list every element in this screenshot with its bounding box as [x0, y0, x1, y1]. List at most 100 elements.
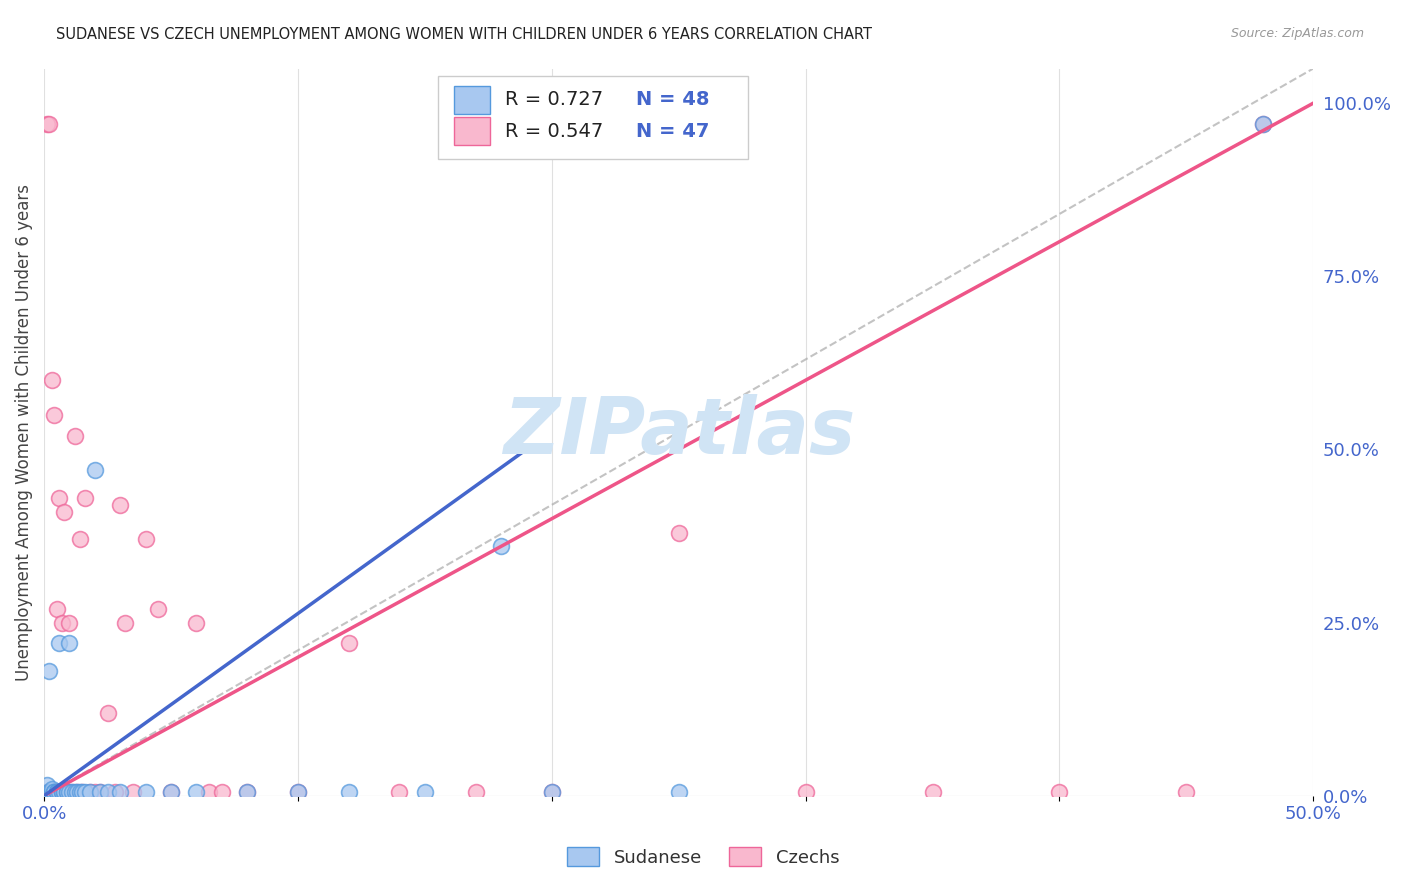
Point — [63, 428, 86, 442]
Point — [83, 785, 105, 799]
Point — [73, 785, 96, 799]
Point — [56, 785, 79, 799]
Point — [56, 785, 79, 799]
Point — [44, 785, 66, 799]
Point — [186, 785, 208, 799]
Point — [413, 785, 436, 799]
FancyBboxPatch shape — [454, 86, 489, 113]
Point — [51, 785, 73, 799]
Point — [41, 785, 63, 799]
Point — [464, 785, 486, 799]
Point — [236, 785, 259, 799]
Point — [58, 615, 80, 630]
Point — [1049, 785, 1071, 799]
Point — [58, 636, 80, 650]
Point — [489, 540, 512, 554]
Point — [66, 785, 89, 799]
Point — [38, 785, 60, 799]
Point — [45, 785, 67, 799]
Point — [53, 505, 76, 519]
Point — [540, 785, 562, 799]
Point — [44, 408, 66, 422]
Point — [337, 785, 360, 799]
Y-axis label: Unemployment Among Women with Children Under 6 years: Unemployment Among Women with Children U… — [15, 184, 32, 681]
Point — [48, 785, 70, 799]
Point — [45, 785, 67, 799]
Point — [83, 463, 105, 477]
Point — [1251, 117, 1274, 131]
Point — [45, 785, 67, 799]
Point — [38, 117, 60, 131]
Point — [48, 636, 70, 650]
Point — [110, 785, 132, 799]
Point — [79, 785, 101, 799]
Point — [668, 525, 690, 540]
Point — [45, 785, 67, 799]
Point — [53, 785, 76, 799]
Point — [41, 781, 63, 796]
Point — [63, 785, 86, 799]
Point — [44, 785, 66, 799]
Point — [211, 785, 233, 799]
Point — [38, 664, 60, 678]
Point — [58, 785, 80, 799]
Point — [388, 785, 411, 799]
Point — [794, 785, 817, 799]
Point — [44, 785, 66, 799]
Point — [236, 785, 259, 799]
Point — [38, 785, 60, 799]
Point — [41, 785, 63, 799]
Point — [60, 785, 83, 799]
Legend: Sudanese, Czechs: Sudanese, Czechs — [560, 840, 846, 874]
Point — [135, 533, 157, 547]
Point — [69, 785, 91, 799]
Point — [69, 533, 91, 547]
Point — [48, 785, 70, 799]
Text: N = 47: N = 47 — [636, 121, 709, 141]
Point — [135, 785, 157, 799]
Text: N = 48: N = 48 — [636, 90, 709, 110]
Text: R = 0.547: R = 0.547 — [505, 121, 603, 141]
Point — [41, 785, 63, 799]
FancyBboxPatch shape — [437, 76, 748, 160]
Point — [97, 706, 120, 720]
Point — [287, 785, 309, 799]
Point — [160, 785, 183, 799]
Point — [337, 636, 360, 650]
Point — [97, 785, 120, 799]
Point — [70, 785, 93, 799]
Text: SUDANESE VS CZECH UNEMPLOYMENT AMONG WOMEN WITH CHILDREN UNDER 6 YEARS CORRELATI: SUDANESE VS CZECH UNEMPLOYMENT AMONG WOM… — [56, 27, 872, 42]
Point — [540, 785, 562, 799]
Point — [48, 491, 70, 505]
Point — [148, 601, 170, 615]
Point — [41, 373, 63, 387]
Point — [44, 785, 66, 799]
Point — [45, 601, 67, 615]
Point — [668, 785, 690, 799]
Point — [122, 785, 145, 799]
Point — [186, 615, 208, 630]
Point — [35, 117, 58, 131]
Point — [51, 615, 73, 630]
FancyBboxPatch shape — [454, 117, 489, 145]
Text: ZIPatlas: ZIPatlas — [502, 394, 855, 470]
Point — [70, 785, 93, 799]
Point — [921, 785, 943, 799]
Point — [45, 785, 67, 799]
Text: Source: ZipAtlas.com: Source: ZipAtlas.com — [1230, 27, 1364, 40]
Point — [35, 785, 58, 799]
Point — [1251, 117, 1274, 131]
Point — [73, 491, 96, 505]
Point — [110, 498, 132, 512]
Point — [160, 785, 183, 799]
Point — [104, 785, 127, 799]
Point — [60, 785, 83, 799]
Point — [287, 785, 309, 799]
Point — [198, 785, 221, 799]
Point — [41, 785, 63, 799]
Point — [114, 615, 136, 630]
Point — [56, 785, 79, 799]
Text: R = 0.727: R = 0.727 — [505, 90, 603, 110]
Point — [53, 785, 76, 799]
Point — [66, 785, 89, 799]
